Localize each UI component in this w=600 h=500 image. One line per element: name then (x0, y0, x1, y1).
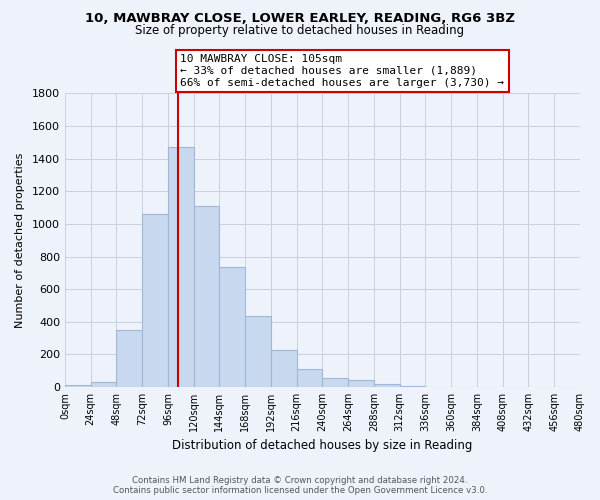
Bar (297, 369, 322, 387)
Bar (91, 382, 116, 387)
Bar (65, 384, 91, 387)
Bar (116, 330, 142, 387)
Bar (374, 384, 400, 387)
Y-axis label: Number of detached properties: Number of detached properties (15, 152, 25, 328)
Bar (245, 316, 271, 387)
Bar (400, 386, 425, 387)
Bar (168, 147, 194, 387)
Text: 10, MAWBRAY CLOSE, LOWER EARLEY, READING, RG6 3BZ: 10, MAWBRAY CLOSE, LOWER EARLEY, READING… (85, 12, 515, 26)
Bar (348, 380, 374, 387)
X-axis label: Distribution of detached houses by size in Reading: Distribution of detached houses by size … (172, 440, 473, 452)
Bar (220, 267, 245, 387)
Bar (322, 378, 348, 387)
Bar (194, 206, 220, 387)
Text: 10 MAWBRAY CLOSE: 105sqm
← 33% of detached houses are smaller (1,889)
66% of sem: 10 MAWBRAY CLOSE: 105sqm ← 33% of detach… (181, 54, 505, 88)
Bar (271, 350, 297, 387)
Text: Contains HM Land Registry data © Crown copyright and database right 2024.
Contai: Contains HM Land Registry data © Crown c… (113, 476, 487, 495)
Bar (142, 214, 168, 387)
Text: Size of property relative to detached houses in Reading: Size of property relative to detached ho… (136, 24, 464, 37)
